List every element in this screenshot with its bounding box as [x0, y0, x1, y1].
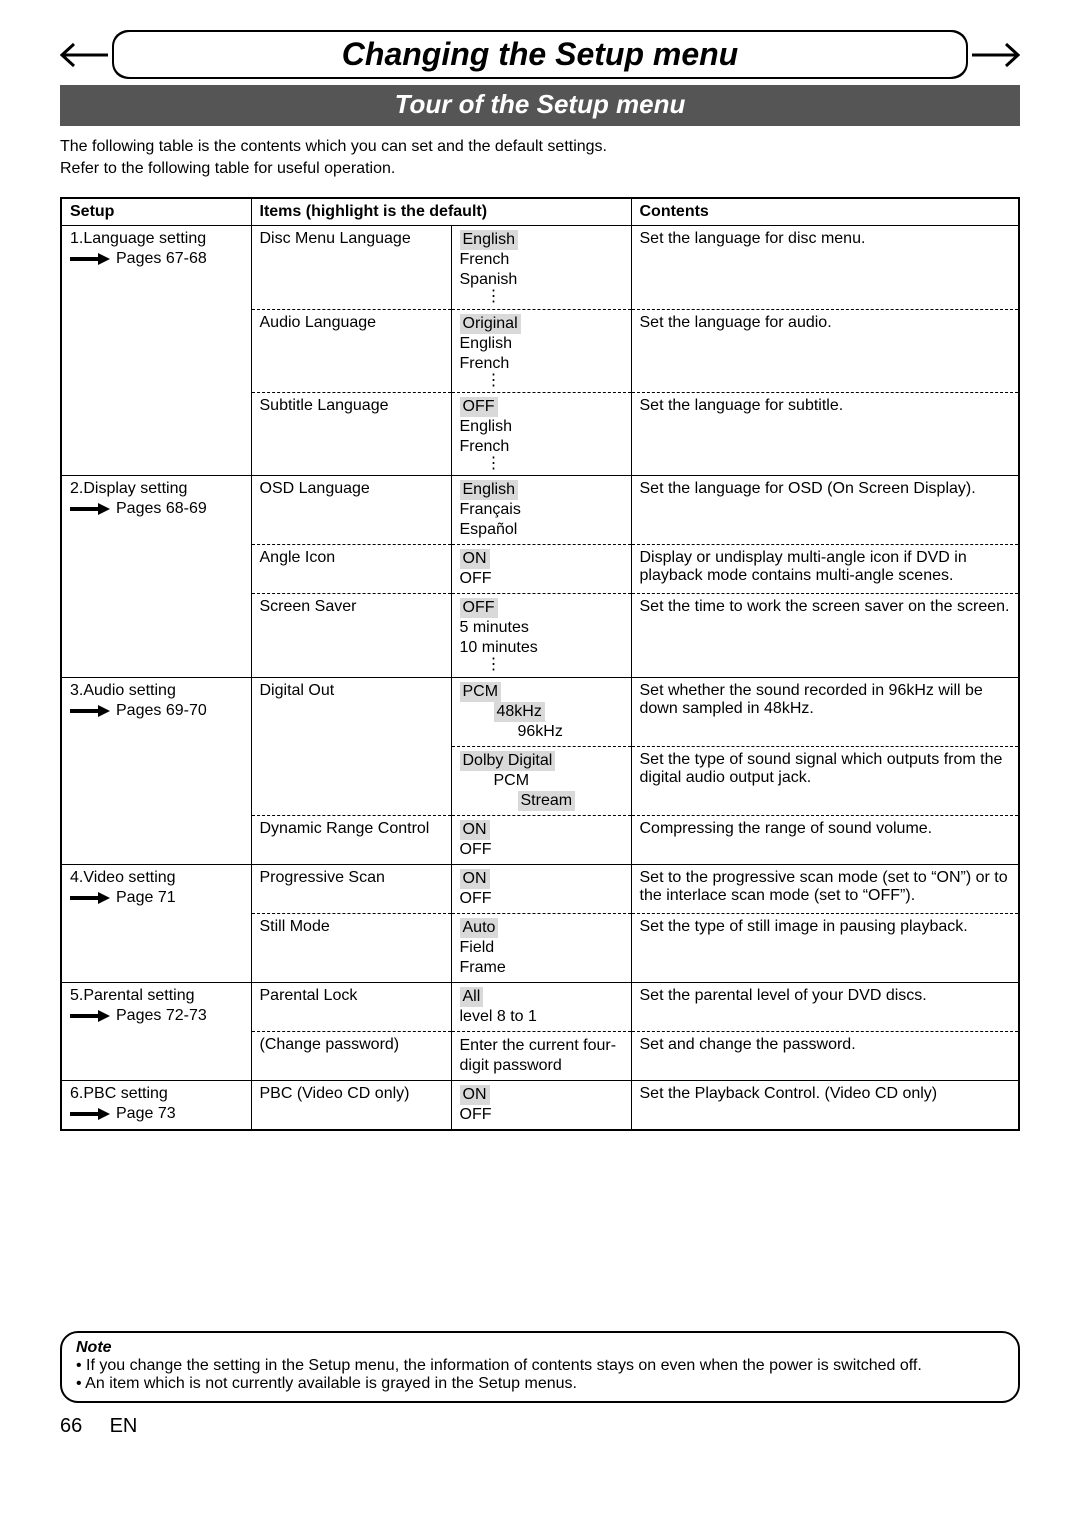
values-cell: ONOFF	[451, 545, 631, 594]
item-cell: Dynamic Range Control	[251, 815, 451, 864]
chapter-header: Changing the Setup menu	[60, 30, 1020, 79]
values-cell: AutoFieldFrame	[451, 913, 631, 982]
section-subtitle: Tour of the Setup menu	[60, 85, 1020, 126]
setup-cell: 2.Display settingPages 68-69	[61, 476, 251, 677]
table-header-row: Setup Items (highlight is the default) C…	[61, 198, 1019, 226]
col-header-contents: Contents	[631, 198, 1019, 226]
page-ref: Page 73	[70, 1105, 243, 1123]
values-cell: OFF5 minutes10 minutes⋮	[451, 594, 631, 677]
note-list: If you change the setting in the Setup m…	[76, 1357, 1004, 1393]
setup-cell: 3.Audio settingPages 69-70	[61, 677, 251, 864]
intro-text: The following table is the contents whic…	[60, 136, 1020, 179]
contents-cell: Set the parental level of your DVD discs…	[631, 982, 1019, 1031]
values-cell: OriginalEnglishFrench⋮	[451, 309, 631, 392]
col-header-items: Items (highlight is the default)	[251, 198, 631, 226]
contents-cell: Set whether the sound recorded in 96kHz …	[631, 677, 1019, 746]
chapter-title-frame: Changing the Setup menu	[114, 30, 966, 79]
contents-cell: Set the language for OSD (On Screen Disp…	[631, 476, 1019, 545]
page-ref: Pages 72-73	[70, 1007, 243, 1025]
values-cell: Enter the current four-digit password	[451, 1031, 631, 1080]
setup-table: Setup Items (highlight is the default) C…	[60, 197, 1020, 1131]
values-cell: ONOFF	[451, 864, 631, 913]
contents-cell: Set the language for audio.	[631, 309, 1019, 392]
table-row: 2.Display settingPages 68-69OSD Language…	[61, 476, 1019, 545]
contents-cell: Set and change the password.	[631, 1031, 1019, 1080]
item-cell: Progressive Scan	[251, 864, 451, 913]
chapter-title: Changing the Setup menu	[114, 36, 966, 73]
contents-cell: Set the type of sound signal which outpu…	[631, 746, 1019, 815]
intro-line: The following table is the contents whic…	[60, 136, 1020, 158]
item-cell: Parental Lock	[251, 982, 451, 1031]
setup-cell: 6.PBC settingPage 73	[61, 1080, 251, 1130]
arrow-right-icon	[972, 42, 1020, 68]
contents-cell: Display or undisplay multi-angle icon if…	[631, 545, 1019, 594]
note-heading: Note	[76, 1339, 1004, 1357]
item-cell: Subtitle Language	[251, 392, 451, 475]
item-cell: PBC (Video CD only)	[251, 1080, 451, 1130]
item-cell: Angle Icon	[251, 545, 451, 594]
table-row: 3.Audio settingPages 69-70Digital OutPCM…	[61, 677, 1019, 746]
page-number: 66	[60, 1415, 104, 1438]
contents-cell: Set the type of still image in pausing p…	[631, 913, 1019, 982]
contents-cell: Set the time to work the screen saver on…	[631, 594, 1019, 677]
table-row: 6.PBC settingPage 73PBC (Video CD only)O…	[61, 1080, 1019, 1130]
values-cell: Alllevel 8 to 1	[451, 982, 631, 1031]
note-box: Note If you change the setting in the Se…	[60, 1331, 1020, 1403]
table-row: 5.Parental settingPages 72-73Parental Lo…	[61, 982, 1019, 1031]
values-cell: OFFEnglishFrench⋮	[451, 392, 631, 475]
contents-cell: Set the Playback Control. (Video CD only…	[631, 1080, 1019, 1130]
item-cell: Audio Language	[251, 309, 451, 392]
page-footer: 66 EN	[60, 1415, 1020, 1438]
table-row: 4.Video settingPage 71Progressive ScanON…	[61, 864, 1019, 913]
setup-cell: 4.Video settingPage 71	[61, 864, 251, 982]
contents-cell: Set to the progressive scan mode (set to…	[631, 864, 1019, 913]
values-cell: ONOFF	[451, 815, 631, 864]
intro-line: Refer to the following table for useful …	[60, 158, 1020, 180]
page-ref: Pages 68-69	[70, 500, 243, 518]
page-ref: Pages 69-70	[70, 702, 243, 720]
contents-cell: Compressing the range of sound volume.	[631, 815, 1019, 864]
contents-cell: Set the language for disc menu.	[631, 226, 1019, 309]
note-item: If you change the setting in the Setup m…	[76, 1357, 1004, 1375]
table-row: 1.Language settingPages 67-68Disc Menu L…	[61, 226, 1019, 309]
item-cell: Digital Out	[251, 677, 451, 815]
item-cell: Still Mode	[251, 913, 451, 982]
values-cell: EnglishFrenchSpanish⋮	[451, 226, 631, 309]
item-cell: (Change password)	[251, 1031, 451, 1080]
setup-cell: 1.Language settingPages 67-68	[61, 226, 251, 476]
setup-cell: 5.Parental settingPages 72-73	[61, 982, 251, 1080]
page-lang: EN	[110, 1415, 138, 1437]
page-ref: Page 71	[70, 889, 243, 907]
note-item: An item which is not currently available…	[76, 1375, 1004, 1393]
values-cell: EnglishFrançaisEspañol	[451, 476, 631, 545]
values-cell: ONOFF	[451, 1080, 631, 1130]
arrow-left-icon	[60, 42, 108, 68]
values-cell: Dolby DigitalPCMStream	[451, 746, 631, 815]
contents-cell: Set the language for subtitle.	[631, 392, 1019, 475]
item-cell: OSD Language	[251, 476, 451, 545]
page-ref: Pages 67-68	[70, 250, 243, 268]
item-cell: Disc Menu Language	[251, 226, 451, 309]
col-header-setup: Setup	[61, 198, 251, 226]
item-cell: Screen Saver	[251, 594, 451, 677]
values-cell: PCM48kHz96kHz	[451, 677, 631, 746]
